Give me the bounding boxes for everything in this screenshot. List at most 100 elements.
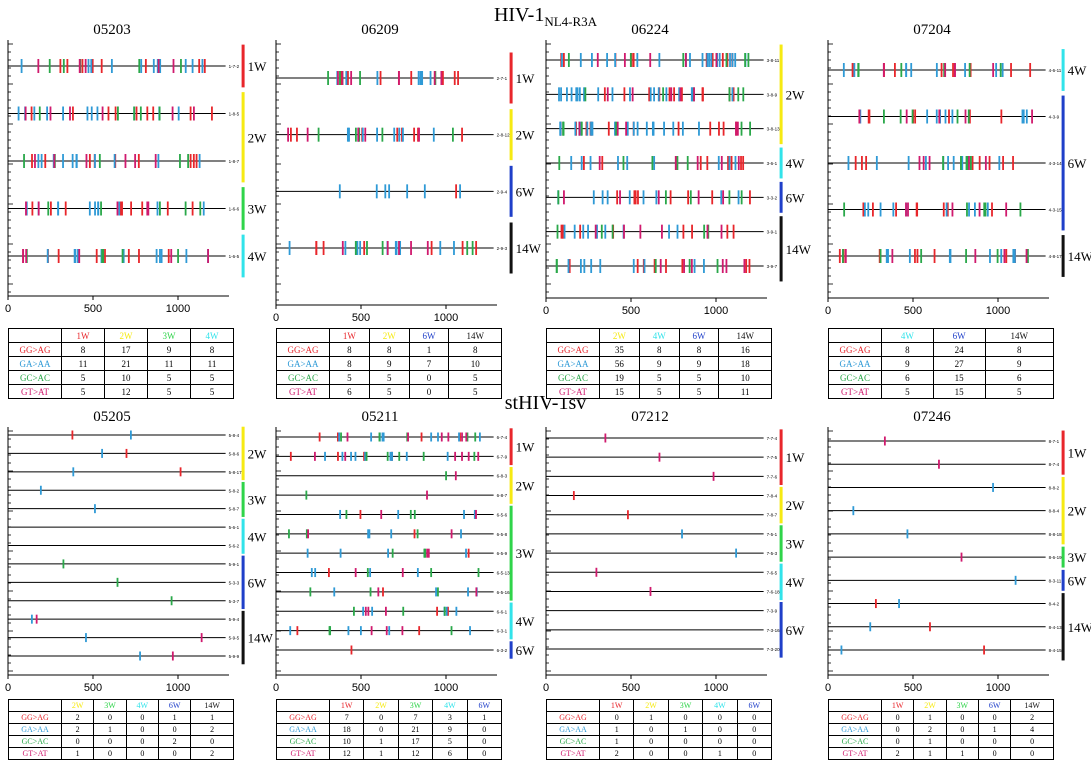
mutation-mark bbox=[177, 106, 180, 121]
table-cell: 1 bbox=[913, 711, 947, 724]
mutation-mark bbox=[645, 121, 648, 136]
week-bracket bbox=[509, 602, 513, 640]
table-row: GC>AC 6 15 6 bbox=[828, 370, 1055, 385]
table-cell: 18 bbox=[718, 356, 772, 371]
week-bracket bbox=[509, 52, 513, 104]
mutation-mark bbox=[465, 432, 468, 442]
mutation-mark bbox=[38, 106, 41, 121]
panel-plot-06209: 06209 0 500 1000 2-7-1 2-8-12 2-9-4 2-9-3 1W 2W 6W… bbox=[273, 22, 542, 324]
mutation-mark bbox=[563, 190, 565, 205]
table-cell: 21 bbox=[397, 723, 434, 736]
mutation-mark bbox=[709, 121, 712, 136]
mutation-mark bbox=[701, 87, 704, 102]
mutation-mark bbox=[968, 109, 971, 124]
mutation-mark bbox=[160, 249, 163, 263]
mutation-mark bbox=[475, 241, 478, 255]
mutation-mark bbox=[636, 53, 639, 67]
table-row: GA>AA 9 27 9 bbox=[828, 356, 1055, 371]
mutation-mark bbox=[905, 63, 908, 77]
mutation-mark bbox=[189, 154, 192, 168]
table-row: GC>AC 19 5 5 10 bbox=[546, 370, 772, 385]
mutation-mark bbox=[952, 156, 955, 170]
mutation-mark bbox=[995, 63, 998, 77]
mutation-mark bbox=[601, 190, 604, 205]
mutation-mark bbox=[737, 156, 740, 170]
x-tick-label: 1000 bbox=[704, 682, 728, 694]
mutation-mark bbox=[988, 156, 991, 170]
table-cell: 5 bbox=[448, 384, 502, 399]
mutation-mark bbox=[732, 224, 735, 239]
week-label: 14W bbox=[1068, 620, 1091, 635]
sequence-label: 5-9-4 bbox=[229, 617, 240, 622]
mutation-mark bbox=[907, 202, 909, 217]
table-cell: 8 bbox=[329, 356, 370, 371]
x-tick-label: 500 bbox=[352, 312, 370, 324]
mutation-mark bbox=[379, 71, 382, 85]
mutation-mark bbox=[419, 71, 422, 85]
table-row: GG>AG 2 0 0 1 1 bbox=[8, 711, 234, 724]
mutation-mark bbox=[211, 106, 213, 121]
week-label: 4W bbox=[516, 614, 536, 629]
mutation-table: 4W 6W 14W GG>AG 8 24 8 GA>AA 9 27 9 GC>AC 6 15 6 GT>AT 5… bbox=[828, 328, 1055, 399]
table-cell: 0 bbox=[977, 711, 1012, 724]
mutation-mark bbox=[655, 190, 658, 205]
table-cell: 3 bbox=[432, 711, 468, 724]
mutation-mark bbox=[629, 87, 631, 102]
mutation-mark bbox=[665, 259, 667, 273]
mutation-mark bbox=[100, 59, 103, 73]
mutation-mark bbox=[1014, 575, 1017, 585]
mutation-mark bbox=[350, 71, 353, 85]
table-cell: 0 bbox=[125, 735, 159, 748]
mutation-mark bbox=[590, 259, 593, 273]
week-bracket bbox=[779, 602, 783, 658]
mutation-mark bbox=[338, 184, 341, 199]
mutation-mark bbox=[662, 87, 665, 102]
sequence-label: 3-8-13 bbox=[767, 127, 781, 132]
table-row: GC>AC 10 1 17 5 0 bbox=[276, 735, 503, 748]
table-cell: 9 bbox=[432, 723, 468, 736]
mutation-mark bbox=[940, 63, 943, 77]
mutation-mark bbox=[133, 106, 136, 121]
table-cell: 0 bbox=[702, 711, 738, 724]
mutation-mark bbox=[992, 63, 995, 77]
mutation-mark bbox=[916, 249, 919, 263]
mutation-mark bbox=[53, 154, 56, 168]
mutation-mark bbox=[854, 156, 857, 170]
table-cell: 8 bbox=[638, 342, 680, 357]
table-cell: 0 bbox=[157, 723, 192, 736]
table-cell: 10 bbox=[718, 370, 772, 385]
table-row: GT>AT 5 15 5 bbox=[828, 384, 1055, 399]
mutation-mark bbox=[842, 63, 845, 77]
week-bracket bbox=[1061, 430, 1065, 475]
table-column-header: 2W bbox=[599, 328, 640, 343]
table-cell: 0 bbox=[736, 747, 773, 760]
table-row: GG>AG 7 0 7 3 1 bbox=[276, 711, 503, 724]
mutation-mark bbox=[582, 156, 585, 170]
mutation-mark bbox=[706, 53, 709, 67]
mutation-mark bbox=[401, 127, 403, 142]
table-cell: 5 bbox=[881, 384, 934, 399]
mutation-mark bbox=[418, 626, 421, 636]
table-cell: 11 bbox=[718, 384, 772, 399]
mutation-mark bbox=[717, 156, 720, 170]
sequence-label: 1-8-5 bbox=[229, 112, 240, 117]
mutation-mark bbox=[935, 63, 938, 77]
week-label: 6W bbox=[786, 190, 806, 205]
mutation-mark bbox=[461, 451, 463, 461]
sequence-label: 7-3-16 bbox=[767, 628, 781, 633]
mutation-mark bbox=[891, 249, 894, 263]
mutation-mark bbox=[474, 432, 477, 442]
mutation-mark bbox=[683, 259, 685, 273]
table-row: GG>AG 0 1 0 0 0 bbox=[546, 711, 773, 724]
table-cell: 5 bbox=[984, 384, 1055, 399]
sequence-label: 7-6-18 bbox=[767, 589, 781, 594]
mutation-mark bbox=[453, 241, 455, 255]
mutation-mark bbox=[882, 63, 885, 77]
table-cell: 0 bbox=[880, 723, 915, 736]
x-tick-label: 1000 bbox=[704, 305, 728, 317]
mutation-mark bbox=[703, 259, 705, 273]
mutation-mark bbox=[202, 201, 205, 216]
mutation-mark bbox=[365, 451, 368, 461]
mutation-mark bbox=[362, 606, 365, 616]
mutation-mark bbox=[969, 156, 972, 170]
